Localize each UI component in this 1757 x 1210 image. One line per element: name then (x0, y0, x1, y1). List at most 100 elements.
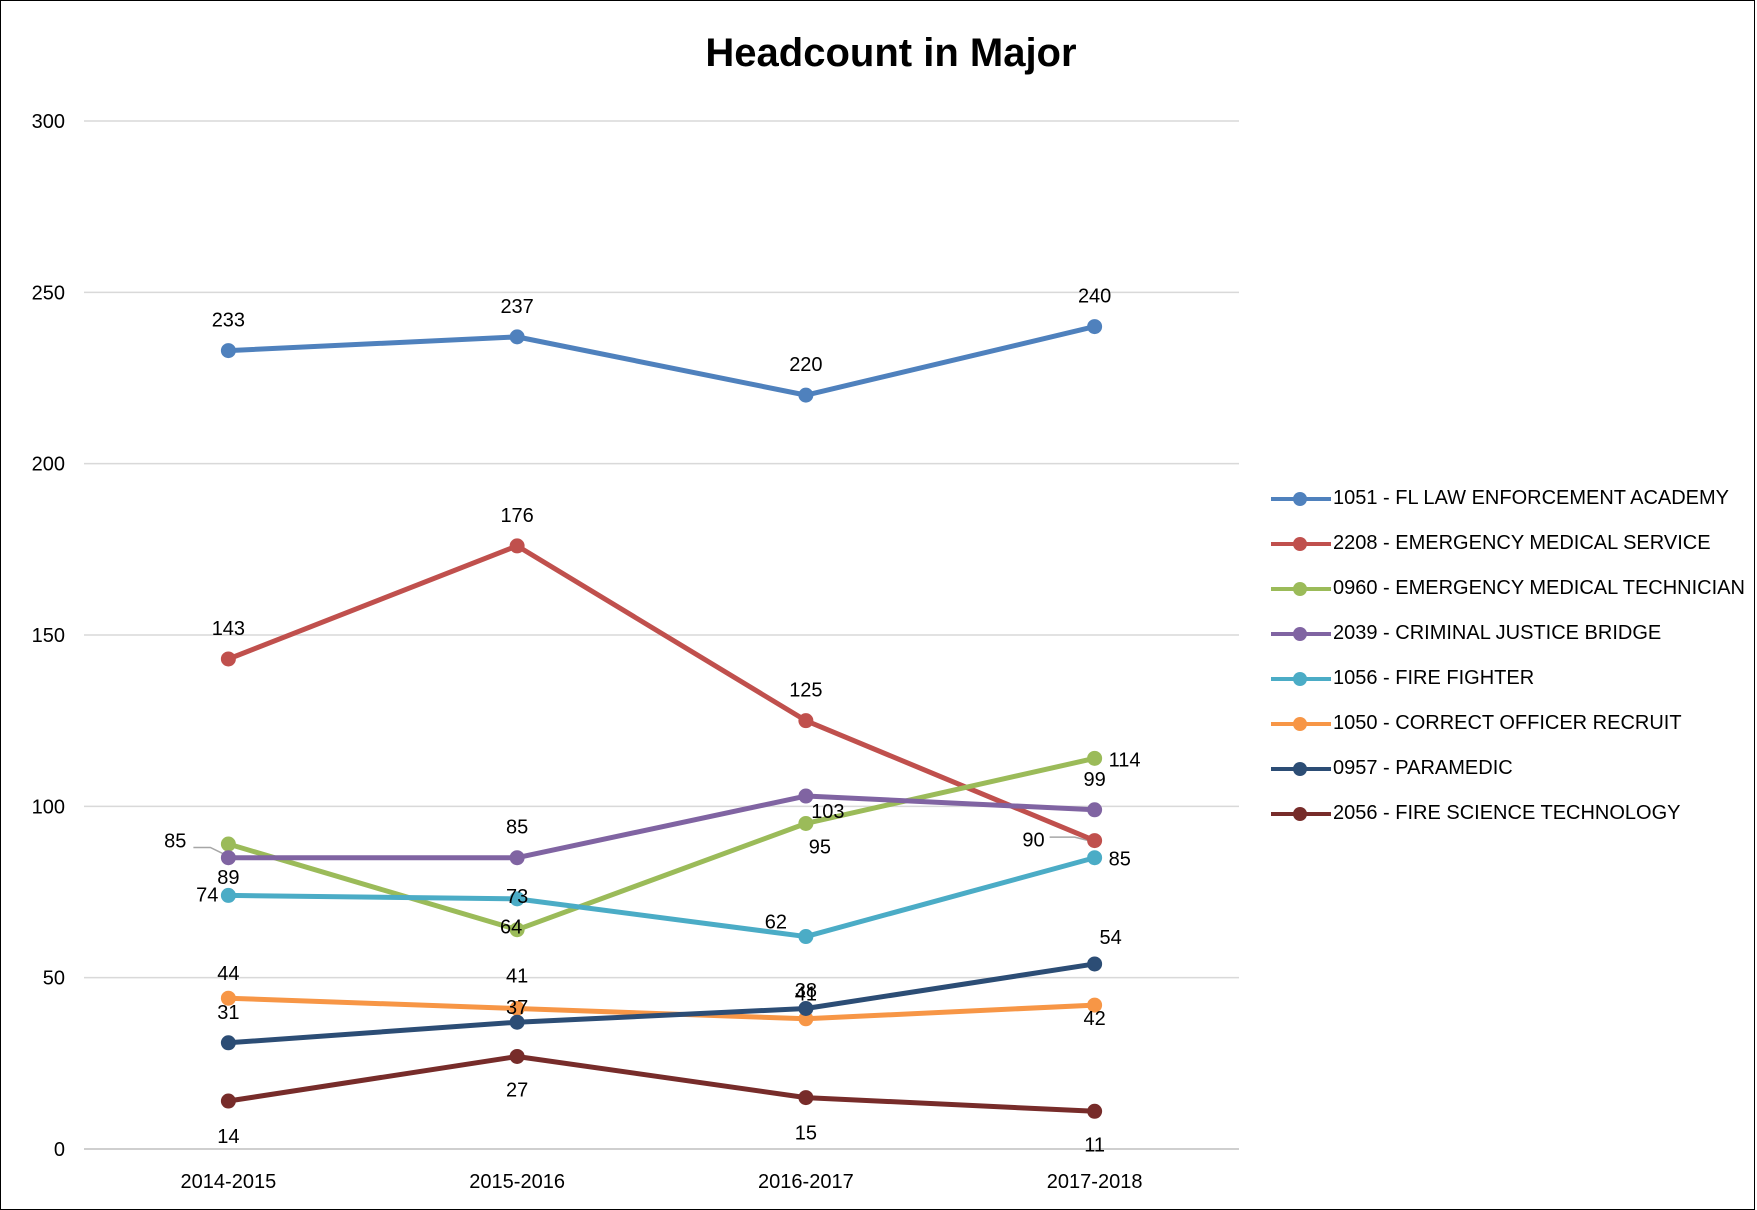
data-label: 90 (1022, 830, 1044, 852)
series-line (225, 961, 1098, 1046)
legend-label: 2039 - CRIMINAL JUSTICE BRIDGE (1333, 622, 1662, 644)
series-line (225, 793, 1098, 861)
data-point (509, 329, 525, 345)
legend-swatch (1271, 624, 1331, 644)
data-label: 38 (795, 980, 817, 1002)
legend-label: 2056 - FIRE SCIENCE TECHNOLOGY (1333, 802, 1681, 824)
leader-line (1049, 836, 1089, 842)
data-label: 89 (217, 867, 239, 889)
data-label: 114 (1109, 749, 1141, 771)
data-label: 14 (217, 1126, 239, 1148)
legend-item: 2208 - EMERGENCY MEDICAL SERVICE (1271, 521, 1745, 566)
data-label: 237 (500, 296, 533, 318)
series-line (225, 755, 1098, 933)
y-tick-label: 300 (32, 111, 65, 133)
data-point (509, 1048, 525, 1064)
data-point (1087, 997, 1103, 1013)
data-point (798, 713, 814, 729)
legend-item: 1056 - FIRE FIGHTER (1271, 656, 1745, 701)
data-point (220, 1093, 236, 1109)
legend-label: 2208 - EMERGENCY MEDICAL SERVICE (1333, 532, 1711, 554)
data-label: 11 (1084, 1134, 1105, 1156)
y-tick-label: 100 (32, 796, 65, 818)
data-label: 103 (811, 801, 844, 823)
x-tick-label: 2017-2018 (1047, 1171, 1143, 1193)
data-label: 42 (1084, 1008, 1106, 1030)
data-label: 64 (500, 917, 522, 939)
legend-label: 1051 - FL LAW ENFORCEMENT ACADEMY (1333, 487, 1730, 509)
y-tick-label: 250 (32, 282, 65, 304)
legend-label: 1050 - CORRECT OFFICER RECRUIT (1333, 712, 1682, 734)
series-line (225, 1053, 1098, 1114)
legend-swatch (1271, 759, 1331, 779)
legend-item: 0957 - PARAMEDIC (1271, 746, 1745, 791)
data-label: 73 (506, 886, 528, 908)
data-point (1087, 750, 1103, 766)
legend-swatch (1271, 534, 1331, 554)
data-label: 62 (765, 912, 787, 934)
data-label: 143 (212, 618, 245, 640)
x-tick-label: 2015-2016 (469, 1171, 565, 1193)
legend-swatch (1271, 804, 1331, 824)
legend-marker (1293, 581, 1307, 596)
legend-swatch (1271, 489, 1331, 509)
legend-marker (1293, 806, 1307, 821)
legend-marker (1293, 536, 1307, 551)
data-point (798, 929, 814, 945)
data-point (220, 343, 236, 359)
data-point (509, 1014, 525, 1030)
data-point (1087, 319, 1103, 335)
data-point (798, 788, 814, 804)
legend-marker (1293, 491, 1307, 506)
data-point (220, 1035, 236, 1051)
data-label: 27 (506, 1079, 528, 1101)
y-tick-label: 200 (32, 454, 65, 476)
x-tick-label: 2016-2017 (758, 1171, 854, 1193)
data-point (220, 836, 236, 852)
data-label: 99 (1084, 769, 1106, 791)
data-label: 37 (506, 997, 528, 1019)
data-label: 15 (795, 1123, 817, 1145)
data-label: 74 (196, 884, 218, 906)
legend-item: 1050 - CORRECT OFFICER RECRUIT (1271, 701, 1745, 746)
data-point (220, 651, 236, 667)
legend-item: 2039 - CRIMINAL JUSTICE BRIDGE (1271, 611, 1745, 656)
x-tick-label: 2014-2015 (181, 1171, 277, 1193)
data-point (1087, 1103, 1103, 1119)
data-point (220, 850, 236, 866)
legend-item: 2056 - FIRE SCIENCE TECHNOLOGY (1271, 791, 1745, 836)
data-point (1087, 956, 1103, 972)
legend-label: 1056 - FIRE FIGHTER (1333, 667, 1535, 689)
data-label: 95 (809, 836, 831, 858)
y-tick-label: 150 (32, 625, 65, 647)
data-point (798, 1001, 814, 1017)
legend-marker (1293, 671, 1307, 686)
data-point (798, 1090, 814, 1106)
data-point (220, 887, 236, 903)
data-point (509, 922, 525, 938)
legend-marker (1293, 626, 1307, 641)
data-label: 85 (1109, 849, 1131, 871)
legend-marker (1293, 761, 1307, 776)
data-point (509, 850, 525, 866)
leader-line (193, 846, 225, 855)
series-line (225, 543, 1098, 844)
data-point (1087, 802, 1103, 818)
data-label: 85 (506, 817, 528, 839)
legend-label: 0957 - PARAMEDIC (1333, 757, 1513, 779)
data-label: 125 (789, 680, 822, 702)
legend-item: 0960 - EMERGENCY MEDICAL TECHNICIAN (1271, 566, 1745, 611)
data-label: 54 (1100, 927, 1122, 949)
y-tick-label: 50 (43, 968, 65, 990)
data-label: 85 (164, 831, 186, 853)
data-label: 44 (217, 963, 239, 985)
legend-swatch (1271, 669, 1331, 689)
data-label: 220 (789, 354, 822, 376)
data-label: 41 (795, 984, 817, 1006)
data-point (509, 891, 525, 907)
legend-item: 1051 - FL LAW ENFORCEMENT ACADEMY (1271, 476, 1745, 521)
series-line (225, 855, 1098, 940)
data-point (1087, 833, 1103, 849)
